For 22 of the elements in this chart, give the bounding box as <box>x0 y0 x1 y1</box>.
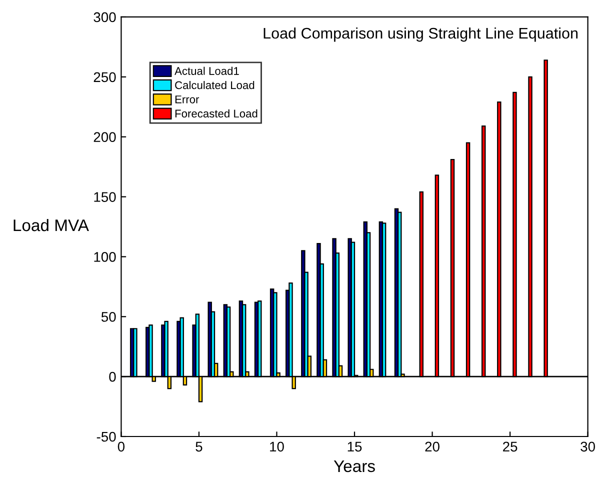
x-tick-label: 5 <box>196 442 202 452</box>
y-tick-label: 200 <box>94 132 116 142</box>
y-tick-label: 0 <box>109 372 116 382</box>
y-tick-label: 100 <box>94 252 116 262</box>
y-tick-label: 50 <box>101 312 116 322</box>
x-tick-label: 20 <box>425 442 440 452</box>
y-axis-title: Load MVA <box>14 218 89 232</box>
text: Load Comparison using Straight Line Equation <box>264 27 578 42</box>
y-tick-label: 150 <box>94 192 116 202</box>
y-tick-label: 250 <box>94 72 116 82</box>
legend-label: Forecasted Load <box>175 109 258 118</box>
y-tick-label: 300 <box>94 12 116 22</box>
legend-label: Actual Load1 <box>174 66 239 75</box>
x-axis-title: Years <box>334 460 375 472</box>
x-tick-label: 10 <box>270 442 284 452</box>
x-tick-label: 25 <box>503 442 518 452</box>
x-tick-label: 0 <box>118 442 125 452</box>
legend-label: Calculated Load <box>175 80 254 90</box>
x-tick-label: 15 <box>348 442 362 452</box>
x-tick-label: 30 <box>580 442 595 452</box>
legend-label: Error <box>175 96 200 104</box>
y-tick-label: -50 <box>96 432 116 442</box>
